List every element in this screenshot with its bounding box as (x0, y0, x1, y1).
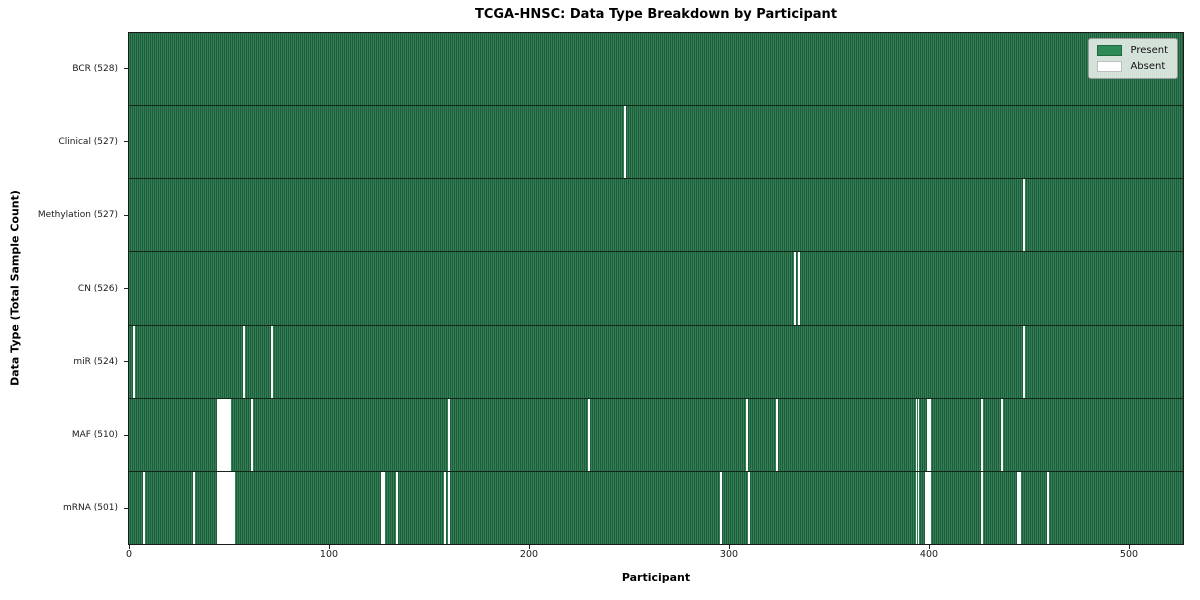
absent-stripe (448, 471, 451, 544)
absent-stripe (226, 398, 229, 471)
matrix-row-maf (129, 397, 1183, 471)
absent-stripe (1023, 325, 1026, 398)
absent-stripe (917, 398, 920, 471)
absent-stripe (793, 252, 796, 325)
x-tick-mark (129, 545, 130, 549)
absent-stripe (192, 471, 195, 544)
absent-stripe (232, 471, 235, 544)
matrix-row-clinical (129, 105, 1183, 179)
absent-stripe (226, 471, 229, 544)
absent-stripe (132, 325, 135, 398)
y-tick-mark (124, 288, 128, 289)
matrix-row-mrna (129, 470, 1183, 544)
x-tick-mark (1129, 545, 1130, 549)
x-tick-label: 200 (519, 549, 539, 560)
absent-stripe (719, 471, 722, 544)
absent-stripe (1023, 179, 1026, 252)
matrix-row-mir (129, 324, 1183, 398)
absent-stripe (745, 398, 748, 471)
y-tick-mark (124, 434, 128, 436)
y-tick-mark (124, 361, 128, 363)
absent-stripe (242, 325, 245, 398)
y-tick-label: Methylation (527) (37, 210, 118, 221)
absent-stripe (1001, 398, 1004, 471)
absent-stripe (250, 398, 253, 471)
absent-stripe (222, 398, 225, 471)
absent-stripe (220, 471, 223, 544)
legend-label-present: Present (1130, 45, 1168, 56)
absent-stripe (929, 471, 932, 544)
absent-stripe (228, 398, 231, 471)
absent-stripe (925, 471, 928, 544)
absent-stripe (981, 471, 984, 544)
legend-entry-absent: Absent (1097, 61, 1168, 72)
absent-stripe (927, 398, 930, 471)
x-axis-label: Participant (621, 571, 691, 584)
absent-stripe (747, 471, 750, 544)
absent-stripe (1017, 471, 1020, 544)
y-tick-mark (124, 68, 128, 70)
absent-stripe (929, 398, 932, 471)
y-tick-label: Clinical (527) (58, 136, 118, 147)
y-tick-label: CN (526) (77, 283, 118, 294)
y-tick-label: BCR (528) (72, 63, 118, 74)
x-tick-mark (529, 545, 530, 549)
plot-area (128, 32, 1184, 545)
absent-stripe (220, 398, 223, 471)
y-tick-mark (124, 507, 128, 509)
absent-stripe (915, 471, 918, 544)
absent-stripe (216, 398, 219, 471)
legend-swatch-present-icon (1097, 45, 1123, 56)
legend-swatch-absent-icon (1097, 61, 1123, 72)
absent-stripe (270, 325, 273, 398)
x-tick-mark (929, 545, 930, 549)
absent-stripe (981, 398, 984, 471)
x-tick-mark (329, 545, 330, 549)
absent-stripe (917, 471, 920, 544)
absent-stripe (218, 398, 221, 471)
chart-title: TCGA-HNSC: Data Type Breakdown by Partic… (474, 7, 838, 22)
x-tick-mark (729, 545, 730, 549)
absent-stripe (228, 471, 231, 544)
legend: Present Absent (1088, 38, 1178, 79)
y-tick-label: miR (524) (73, 356, 118, 367)
absent-stripe (448, 398, 451, 471)
legend-label-absent: Absent (1130, 61, 1166, 72)
absent-stripe (216, 471, 219, 544)
absent-stripe (224, 398, 227, 471)
absent-stripe (927, 471, 930, 544)
absent-stripe (396, 471, 399, 544)
absent-stripe (142, 471, 145, 544)
absent-stripe (797, 252, 800, 325)
absent-stripe (1047, 471, 1050, 544)
absent-stripe (1019, 471, 1022, 544)
absent-stripe (915, 398, 918, 471)
absent-stripe (224, 471, 227, 544)
absent-stripe (775, 398, 778, 471)
absent-stripe (222, 471, 225, 544)
absent-stripe (444, 471, 447, 544)
x-tick-label: 0 (125, 549, 133, 560)
y-tick-label: mRNA (501) (63, 503, 118, 514)
y-tick-label: MAF (510) (71, 430, 118, 441)
x-tick-label: 500 (1119, 549, 1139, 560)
absent-stripe (382, 471, 385, 544)
matrix-row-cn (129, 251, 1183, 325)
x-tick-label: 300 (719, 549, 739, 560)
absent-stripe (588, 398, 591, 471)
y-tick-mark (124, 214, 128, 216)
y-tick-mark (124, 141, 128, 143)
absent-stripe (624, 106, 627, 179)
matrix-row-methylation (129, 178, 1183, 252)
x-tick-label: 400 (919, 549, 939, 560)
absent-stripe (380, 471, 383, 544)
x-tick-label: 100 (319, 549, 339, 560)
absent-stripe (230, 471, 233, 544)
legend-entry-present: Present (1097, 45, 1168, 56)
matrix-row-bcr (129, 33, 1183, 106)
absent-stripe (218, 471, 221, 544)
